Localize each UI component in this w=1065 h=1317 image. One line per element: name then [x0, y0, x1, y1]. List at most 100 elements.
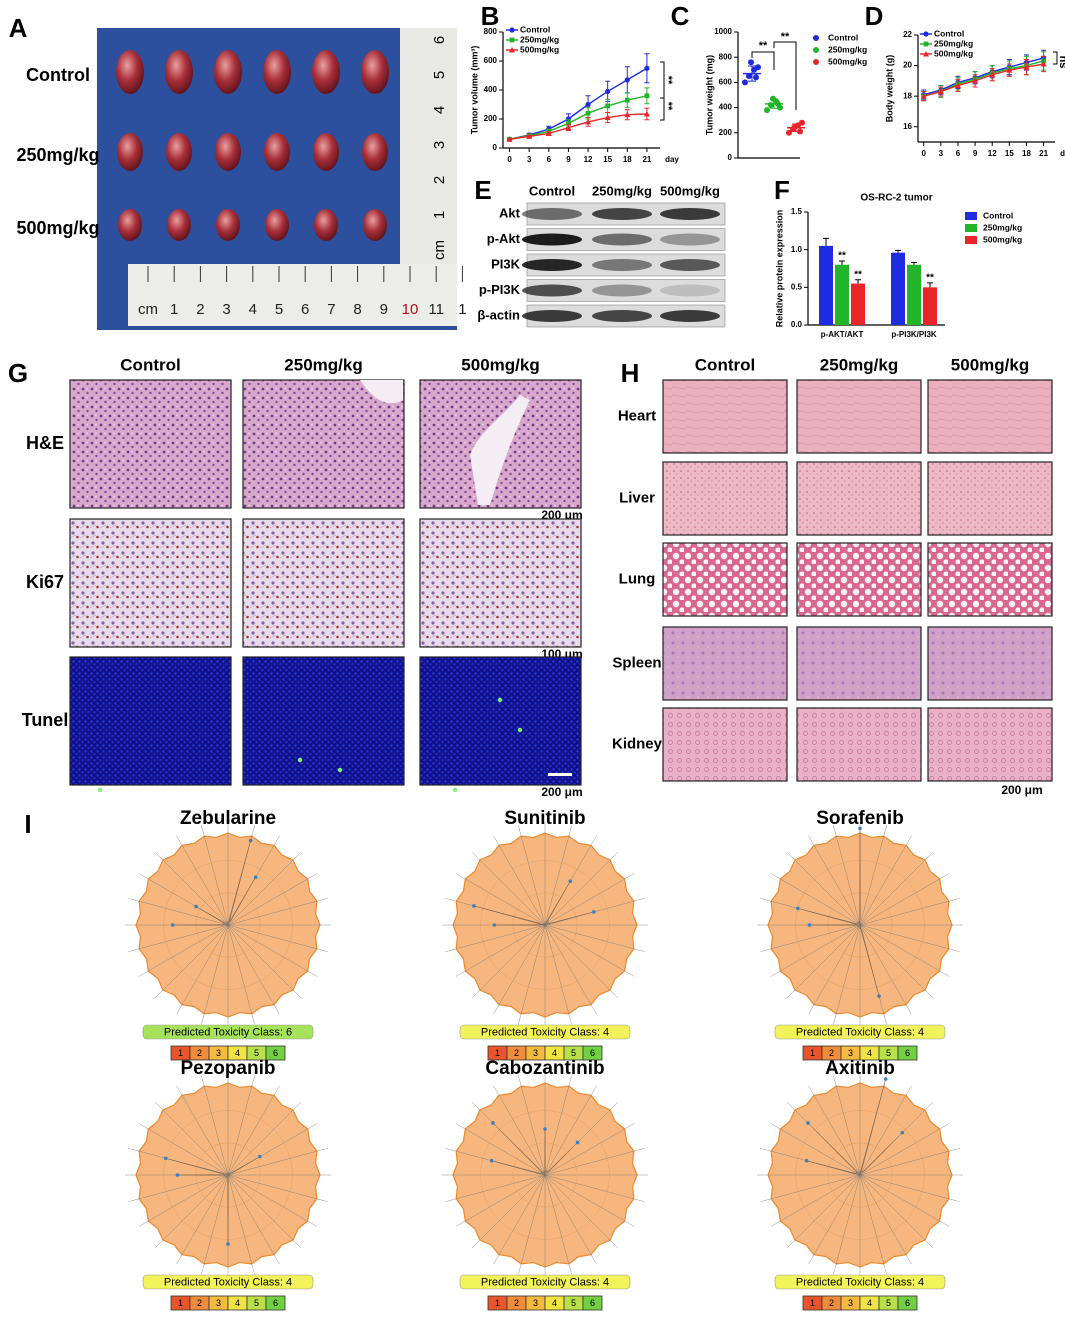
tumor — [312, 50, 340, 94]
row-label: Tunel — [22, 710, 69, 730]
y-tick-label: 1.5 — [791, 207, 803, 216]
y-tick-label: 0 — [728, 153, 733, 162]
toxicity-label-box — [774, 1274, 946, 1290]
class-label: 2 — [197, 1048, 202, 1058]
data-point — [565, 116, 572, 122]
radar-spoke — [227, 1101, 302, 1176]
radar-dot — [491, 1121, 495, 1125]
radar-spike — [473, 881, 594, 926]
data-point — [1006, 67, 1013, 73]
blot-band — [522, 310, 582, 322]
data-point — [920, 93, 927, 99]
row-label: 250mg/kg — [16, 145, 99, 165]
drug-title: Sorafenib — [816, 808, 904, 829]
data-point — [755, 64, 761, 71]
radar-spoke — [544, 1085, 597, 1176]
tumor — [361, 50, 389, 94]
radar-spoke — [544, 924, 572, 1025]
radar-spike — [165, 1156, 260, 1245]
radar-spoke — [176, 835, 229, 926]
annotation: ** — [854, 269, 862, 280]
tunel-positive — [497, 697, 503, 703]
radar-dot — [543, 1127, 547, 1131]
x-tick-label: p-AKT/AKT — [821, 330, 864, 339]
drug-title: Zebularine — [180, 808, 276, 829]
scale-bar-label: 200 μm — [1001, 783, 1042, 797]
radar-spoke — [128, 924, 229, 952]
radar-spoke — [455, 873, 546, 926]
radar-spoke — [227, 873, 318, 926]
x-tick-label: 21 — [1039, 149, 1048, 158]
panel-label: F — [774, 175, 790, 205]
blot-band — [660, 208, 720, 220]
radar-spoke — [859, 898, 960, 926]
error-bar — [911, 261, 917, 265]
blot-band — [592, 284, 652, 297]
column-header: Control — [695, 355, 755, 374]
class-label: 2 — [197, 1298, 202, 1308]
data-point — [585, 110, 591, 116]
legend-marker — [509, 47, 515, 53]
radar-spoke — [859, 873, 950, 926]
legend-marker — [813, 47, 819, 53]
toxicity-label-box — [774, 1024, 946, 1040]
radar-spoke — [859, 1123, 950, 1176]
radar-spoke — [227, 1174, 302, 1249]
radar-spoke — [227, 1174, 328, 1202]
y-axis-label: Tumor weight (mg) — [704, 55, 714, 135]
data-point — [954, 82, 961, 88]
data-point — [624, 111, 631, 118]
radar-spoke — [518, 825, 546, 926]
data-point — [742, 79, 748, 86]
row-label: Lung — [619, 570, 656, 587]
radar-ring — [480, 1110, 610, 1240]
column-header: 250mg/kg — [820, 355, 898, 374]
column-header: 250mg/kg — [284, 355, 362, 374]
radar-spoke — [544, 873, 635, 926]
bar — [907, 264, 921, 325]
legend-label: 250mg/kg — [520, 34, 559, 44]
x-tick-label: 18 — [623, 155, 632, 164]
y-tick-label: 0 — [493, 143, 498, 152]
y-tick-label: 16 — [903, 122, 912, 131]
radar-spoke — [518, 1174, 546, 1275]
data-point — [746, 73, 752, 80]
histology-image — [242, 518, 405, 648]
blot-band — [592, 208, 652, 220]
y-tick-label: 18 — [903, 91, 912, 100]
radar-dot — [253, 875, 258, 879]
radar-spoke — [859, 1174, 960, 1202]
radar-spoke — [859, 851, 934, 926]
histology-image — [69, 379, 232, 509]
series-line — [923, 63, 1044, 97]
radar-spoke — [176, 1085, 229, 1176]
row-label: Ki67 — [26, 572, 64, 592]
blot-band — [660, 259, 720, 271]
radar-spoke — [154, 924, 229, 999]
y-tick-label: 22 — [903, 30, 912, 39]
scale-bar — [548, 773, 572, 776]
radar-spoke — [201, 1174, 229, 1275]
radar-spoke — [128, 898, 229, 926]
ruler-label: 1 — [431, 211, 448, 219]
x-tick-label: 12 — [584, 155, 593, 164]
radar-dot — [804, 1158, 809, 1163]
class-box — [897, 1295, 918, 1311]
organ-image — [927, 707, 1053, 782]
radar-spoke — [154, 1101, 229, 1176]
class-label: 1 — [178, 1298, 183, 1308]
organ-image — [662, 707, 788, 782]
radar-spoke — [518, 1075, 546, 1176]
blot-band — [660, 310, 720, 322]
y-tick-label: 1000 — [714, 27, 732, 36]
row-label: 500mg/kg — [16, 218, 99, 238]
x-tick-label: 21 — [642, 155, 651, 164]
radar-spoke — [859, 924, 912, 1015]
radar-spoke — [227, 1075, 255, 1176]
data-point — [585, 118, 592, 125]
panel-label: C — [671, 1, 690, 31]
scale-bar-label: 200 μm — [541, 785, 582, 799]
data-point — [506, 136, 513, 142]
radar-ring — [163, 860, 293, 990]
legend-label: Control — [828, 32, 858, 42]
